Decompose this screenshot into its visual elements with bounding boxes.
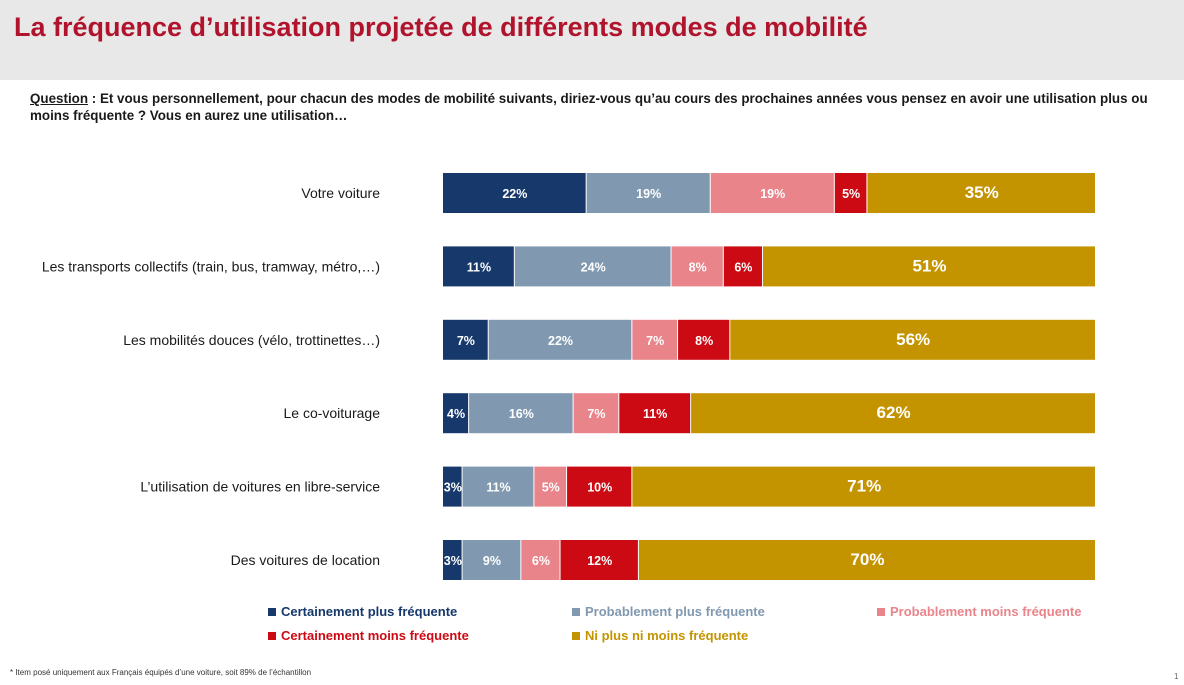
data-label: 71% — [847, 477, 881, 496]
data-label: 51% — [912, 256, 946, 275]
bar-segment — [632, 319, 678, 360]
question-label: Question — [30, 91, 89, 106]
bar-segment — [567, 466, 632, 507]
legend-swatch — [877, 607, 885, 616]
legend-label: Certainement plus fréquente — [281, 604, 458, 619]
data-label: 11% — [643, 407, 667, 421]
bar-segment — [638, 540, 1095, 580]
bar-segment — [834, 173, 867, 213]
data-label: 7% — [457, 334, 475, 348]
stacked-bar-chart: Votre voiture 22% 19% 19% 5% 35% Les transport… — [0, 150, 1184, 590]
data-label: 7% — [646, 334, 664, 348]
category-label: L’utilisation de voitures en libre-servi… — [140, 479, 380, 495]
data-label: 24% — [581, 260, 606, 274]
data-label: 19% — [636, 187, 661, 201]
bar-segment — [560, 540, 638, 580]
legend-label: Probablement moins fréquente — [890, 604, 1082, 619]
data-label: 6% — [532, 554, 550, 568]
chart-canvas: Votre voiture 22% 19% 19% 5% 35% Les transport… — [42, 173, 1095, 580]
bar-segment — [678, 319, 730, 360]
data-label: 9% — [483, 554, 501, 568]
legend-swatch — [268, 631, 276, 640]
legend-label: Probablement plus fréquente — [585, 604, 765, 619]
bar-segment — [462, 466, 534, 507]
data-label: 3% — [444, 554, 462, 568]
footnote: * Item posé uniquement aux Français équi… — [10, 668, 312, 677]
bar-segment — [443, 540, 462, 580]
bar-segment — [867, 173, 1095, 213]
data-label: 8% — [689, 260, 707, 274]
bar-segment — [534, 466, 567, 507]
data-label: 3% — [444, 481, 462, 495]
legend-swatch — [572, 607, 580, 616]
bar-segment — [462, 540, 521, 580]
question-text: Question : Et vous personnellement, pour… — [30, 90, 1184, 124]
data-label: 6% — [734, 260, 752, 274]
bar-segment — [488, 319, 632, 360]
data-label: 10% — [587, 481, 612, 495]
legend-item: Probablement plus fréquente — [572, 604, 765, 619]
bar-segment — [730, 319, 1095, 360]
bar-segment — [443, 319, 488, 360]
data-label: 5% — [542, 481, 560, 495]
bar-segment — [469, 393, 573, 434]
question-body: Et vous personnellement, pour chacun des… — [30, 91, 1148, 123]
legend-item: Certainement plus fréquente — [268, 604, 457, 619]
data-label: 11% — [467, 260, 491, 274]
bar-segment — [691, 393, 1095, 434]
bar-segment — [514, 246, 671, 287]
data-label: 16% — [509, 407, 534, 421]
bar-segment — [443, 246, 514, 287]
legend-item: Probablement moins fréquente — [877, 604, 1081, 619]
question-separator: : — [88, 91, 100, 106]
header-bar: La fréquence d’utilisation projetée de d… — [0, 0, 1184, 80]
data-label: 12% — [587, 554, 612, 568]
data-label: 19% — [760, 187, 785, 201]
category-label: Votre voiture — [301, 185, 380, 201]
data-label: 4% — [447, 407, 465, 421]
bar-segment — [443, 466, 462, 507]
page-number: 1 — [1174, 672, 1179, 681]
category-label: Les transports collectifs (train, bus, t… — [42, 258, 380, 274]
legend-label: Ni plus ni moins fréquente — [585, 628, 749, 643]
bar-segment — [762, 246, 1095, 287]
data-label: 5% — [842, 187, 860, 201]
data-label: 22% — [502, 187, 527, 201]
data-label: 56% — [896, 330, 930, 349]
legend-label: Certainement moins fréquente — [281, 628, 469, 643]
bar-segment — [710, 173, 834, 213]
data-label: 62% — [877, 403, 911, 422]
data-label: 22% — [548, 334, 573, 348]
bar-segment — [443, 173, 586, 213]
bar-segment — [671, 246, 723, 287]
bar-segment — [443, 393, 469, 434]
data-label: 7% — [587, 407, 605, 421]
data-label: 35% — [965, 183, 999, 202]
legend-swatch — [572, 631, 580, 640]
legend-item: Ni plus ni moins fréquente — [572, 628, 748, 643]
bar-segment — [521, 540, 560, 580]
category-label: Des voitures de location — [231, 552, 380, 568]
data-label: 11% — [486, 481, 510, 495]
legend-item: Certainement moins fréquente — [268, 628, 469, 643]
data-label: 8% — [695, 334, 713, 348]
bar-segment — [586, 173, 710, 213]
data-label: 70% — [850, 550, 884, 569]
bar-segment — [573, 393, 619, 434]
chart-legend: Certainement plus fréquente Probablement … — [0, 604, 1184, 654]
category-label: Le co-voiturage — [283, 405, 380, 421]
page-title: La fréquence d’utilisation projetée de d… — [14, 12, 868, 42]
legend-swatch — [268, 607, 276, 616]
bar-segment — [619, 393, 691, 434]
bar-segment — [723, 246, 762, 287]
bar-segment — [632, 466, 1095, 507]
category-label: Les mobilités douces (vélo, trottinettes… — [123, 332, 380, 348]
